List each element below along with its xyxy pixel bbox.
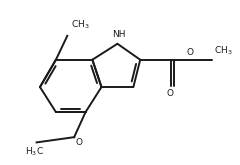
Text: O: O bbox=[166, 89, 173, 98]
Text: O: O bbox=[75, 138, 82, 147]
Text: O: O bbox=[187, 49, 194, 57]
Text: NH: NH bbox=[112, 30, 125, 39]
Text: CH$_3$: CH$_3$ bbox=[214, 45, 232, 57]
Text: H$_3$C: H$_3$C bbox=[25, 146, 44, 158]
Text: CH$_3$: CH$_3$ bbox=[71, 19, 89, 31]
